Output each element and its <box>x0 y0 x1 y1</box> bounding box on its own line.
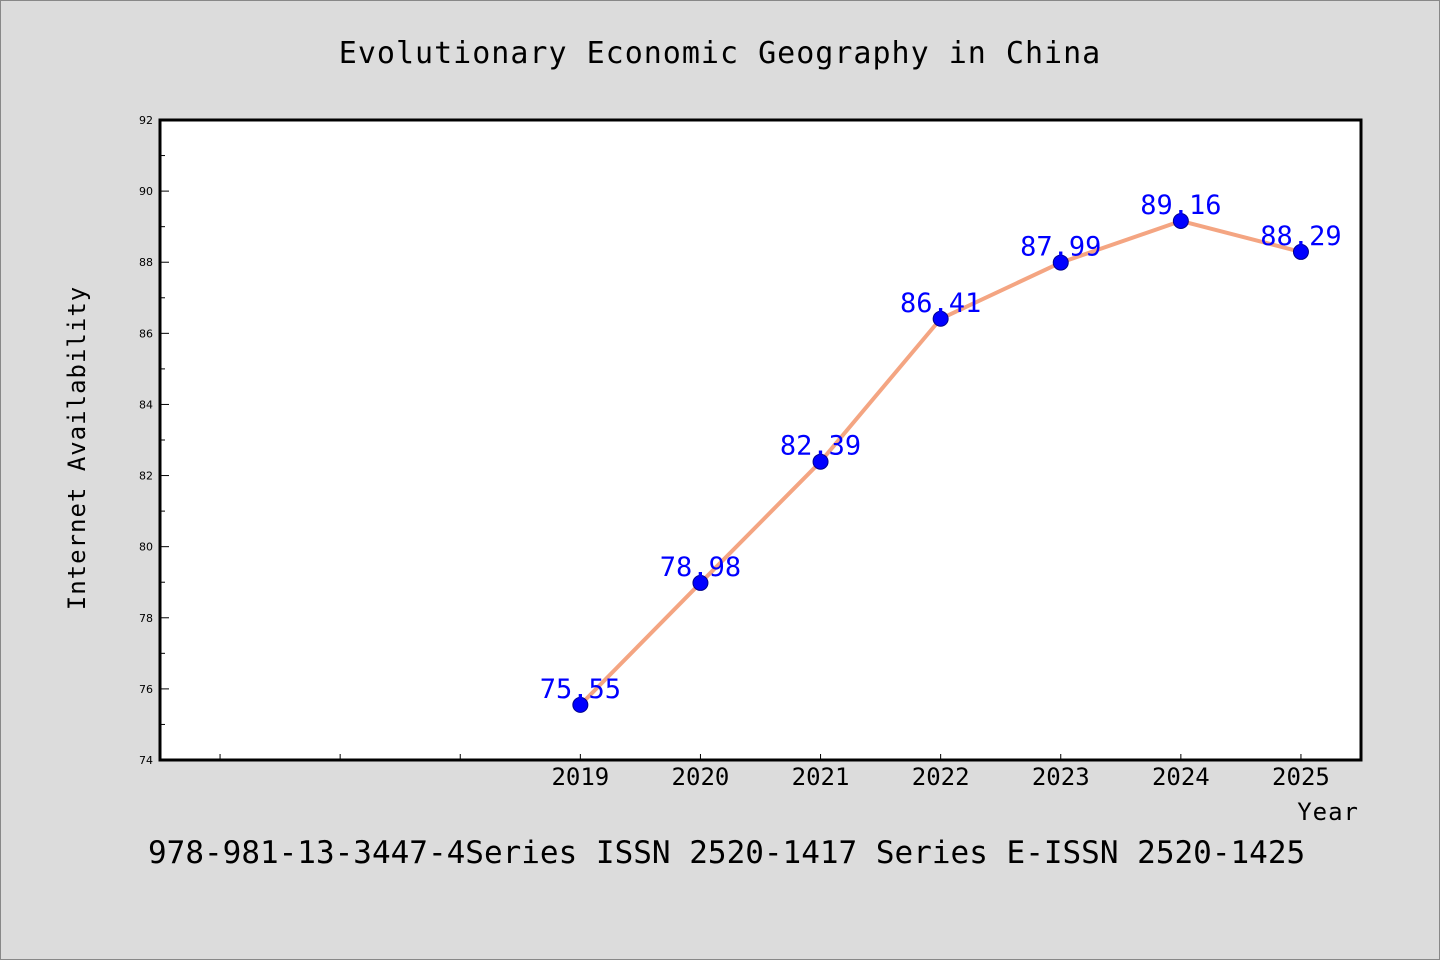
data-point <box>1052 254 1069 271</box>
data-point <box>692 574 709 591</box>
y-tick-label: 74 <box>139 754 153 767</box>
data-point <box>812 453 829 470</box>
x-tick-label: 2025 <box>1272 763 1330 791</box>
plot-frame <box>158 118 1363 762</box>
y-tick-labels: 74 76 78 80 82 84 86 88 90 92 <box>139 114 153 767</box>
y-tick-label: 76 <box>139 683 153 696</box>
data-label: 82.39 <box>780 431 861 462</box>
y-tick-label: 88 <box>139 256 153 269</box>
data-labels-layer: 75.55 78.98 82.39 86.41 87.99 89.16 88.29 <box>540 190 1342 705</box>
y-tick-label: 90 <box>139 185 153 198</box>
x-tick-label: 2023 <box>1032 763 1090 791</box>
y-tick-label: 82 <box>139 470 153 483</box>
x-tick-label: 2022 <box>912 763 970 791</box>
footer-text: 978-981-13-3447-4Series ISSN 2520-1417 S… <box>148 835 1305 871</box>
data-point <box>572 696 589 713</box>
data-label: 86.41 <box>900 288 981 319</box>
x-tick-label: 2019 <box>551 763 609 791</box>
markers-layer <box>572 212 1309 713</box>
y-tick-label: 92 <box>139 114 153 127</box>
data-point <box>932 310 949 327</box>
y-axis-label: Internet Availability <box>63 286 91 610</box>
x-tick-label: 2020 <box>672 763 730 791</box>
data-point <box>1172 212 1189 229</box>
data-label: 87.99 <box>1020 232 1101 263</box>
y-tick-label: 86 <box>139 327 153 340</box>
data-label: 88.29 <box>1260 221 1341 252</box>
x-tick-label: 2024 <box>1152 763 1210 791</box>
y-tick-label: 78 <box>139 612 153 625</box>
y-tick-label: 80 <box>139 541 153 554</box>
data-label: 89.16 <box>1140 190 1221 221</box>
x-axis-label: Year <box>1297 798 1359 826</box>
chart-title: Evolutionary Economic Geography in China <box>339 36 1101 71</box>
data-label: 75.55 <box>540 674 621 705</box>
y-tick-label: 84 <box>139 398 153 411</box>
data-label: 78.98 <box>660 552 741 583</box>
x-tick-labels: 2019 2020 2021 2022 2023 2024 2025 <box>551 763 1329 791</box>
data-point <box>1292 243 1309 260</box>
x-tick-label: 2021 <box>792 763 850 791</box>
